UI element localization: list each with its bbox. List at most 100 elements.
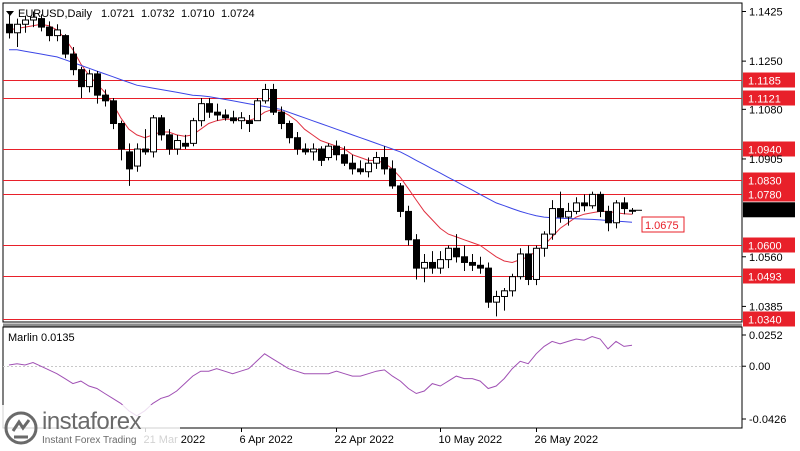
date-tick-label: 10 May 2022: [439, 434, 503, 446]
candle: [365, 157, 372, 178]
candle-body: [509, 276, 516, 292]
candle: [222, 109, 229, 121]
level-label: 1.0340: [748, 315, 782, 327]
symbol-label: EURUSD,Daily: [18, 8, 92, 20]
instaforex-logo-icon: [4, 411, 38, 445]
level-tag: [743, 311, 795, 327]
candle: [333, 140, 340, 161]
date-tick-label: 22 Apr 2022: [335, 434, 394, 446]
candle-body: [349, 162, 356, 170]
candle-body: [270, 88, 277, 113]
candle-body: [38, 18, 45, 28]
candle-body: [533, 247, 540, 280]
candle: [341, 146, 348, 167]
level-tag: [743, 237, 795, 253]
candle: [46, 21, 53, 42]
candle-body: [477, 264, 484, 269]
candle-body: [198, 103, 205, 122]
candle: [134, 143, 141, 172]
candle: [54, 24, 61, 42]
candle-body: [613, 202, 620, 224]
candle: [405, 205, 412, 246]
price-tick-label: 1.0385: [749, 301, 783, 313]
candle-body: [134, 148, 141, 167]
candle-body: [62, 35, 69, 55]
candle: [525, 245, 532, 286]
candle: [357, 160, 364, 175]
candle-body: [118, 123, 125, 150]
indicator-tick-label: -0.0426: [749, 414, 786, 426]
candle: [294, 132, 301, 155]
candle: [437, 251, 444, 274]
candle-body: [333, 145, 340, 156]
candle-body: [421, 261, 428, 269]
candle-body: [413, 239, 420, 269]
candle: [6, 12, 13, 39]
candle-body: [126, 151, 133, 170]
candle: [94, 71, 101, 104]
candle: [230, 110, 237, 124]
candle-body: [150, 117, 157, 153]
candle: [485, 262, 492, 308]
candle: [541, 231, 548, 257]
candle-body: [86, 73, 93, 88]
candle-body: [621, 202, 628, 210]
high-value: 1.0732: [141, 8, 175, 20]
candle: [477, 256, 484, 274]
candle: [325, 143, 332, 161]
price-tick-label: 1.1425: [749, 7, 783, 19]
candle: [286, 120, 293, 144]
candle: [581, 194, 588, 212]
open-value: 1.0721: [101, 8, 135, 20]
candle: [381, 146, 388, 175]
indicator-tick-label: 0.00: [749, 361, 770, 373]
candle-body: [341, 154, 348, 164]
candle-body: [110, 100, 117, 125]
indicator-title: Marlin 0.0135: [8, 332, 75, 344]
candle-body: [142, 148, 149, 153]
current-price-label: 1.0724: [748, 205, 782, 217]
chart-menu-icon[interactable]: [6, 11, 14, 16]
candle-body: [286, 123, 293, 139]
candle-body: [318, 148, 325, 161]
candle-body: [629, 209, 636, 212]
moving-averages: [8, 23, 633, 264]
candle-body: [206, 103, 213, 113]
candle: [190, 117, 197, 147]
candle: [118, 120, 125, 161]
candle-body: [469, 261, 476, 266]
level-tag: [743, 72, 795, 88]
candle-body: [453, 247, 460, 258]
candle: [549, 200, 556, 240]
candle-body: [517, 253, 524, 278]
level-label: 1.0830: [748, 176, 782, 188]
candle-body: [230, 117, 237, 122]
candle: [14, 18, 21, 47]
candle: [373, 151, 380, 169]
candle: [349, 154, 356, 175]
candle-body: [461, 256, 468, 263]
candle-body: [381, 157, 388, 170]
candle-body: [166, 134, 173, 150]
price-axis: 1.1425 1.1250 1.1080 1.0905 1.0560 1.0385 1.07…: [742, 7, 795, 426]
candle: [613, 200, 620, 229]
candle-body: [493, 295, 500, 303]
candle-body: [365, 162, 372, 173]
candle-body: [541, 233, 548, 249]
candle: [501, 287, 508, 311]
level-label: 1.0940: [748, 145, 782, 157]
candle: [621, 197, 628, 215]
candle-body: [6, 23, 13, 34]
price-tick-label: 1.1080: [749, 104, 783, 116]
candle: [509, 273, 516, 297]
price-tick-label: 1.1250: [749, 56, 783, 68]
candle: [453, 234, 460, 263]
candle-body: [294, 137, 301, 150]
candle: [110, 97, 117, 130]
candle: [421, 253, 428, 283]
candle: [22, 15, 29, 33]
candle: [30, 11, 37, 28]
price-tick-label: 1.0560: [749, 252, 783, 264]
candle-body: [22, 19, 29, 25]
candle: [246, 115, 253, 133]
